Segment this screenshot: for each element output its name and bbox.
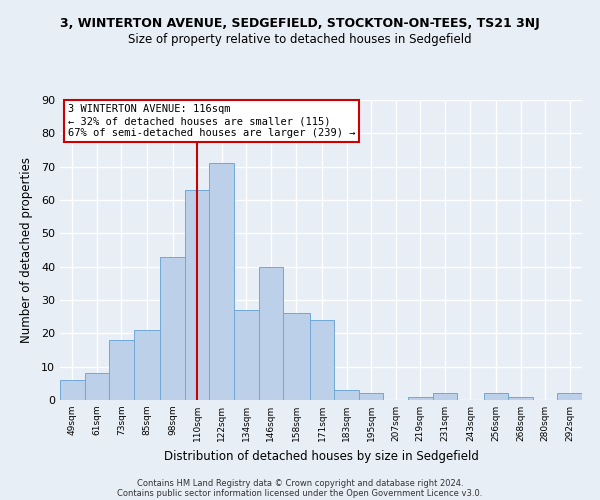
Bar xyxy=(484,394,508,400)
Bar xyxy=(334,390,359,400)
Bar xyxy=(408,396,433,400)
Bar xyxy=(433,394,457,400)
Text: 3 WINTERTON AVENUE: 116sqm
← 32% of detached houses are smaller (115)
67% of sem: 3 WINTERTON AVENUE: 116sqm ← 32% of deta… xyxy=(68,104,355,138)
Bar xyxy=(185,190,209,400)
Text: Size of property relative to detached houses in Sedgefield: Size of property relative to detached ho… xyxy=(128,32,472,46)
Bar xyxy=(60,380,85,400)
X-axis label: Distribution of detached houses by size in Sedgefield: Distribution of detached houses by size … xyxy=(164,450,478,462)
Y-axis label: Number of detached properties: Number of detached properties xyxy=(20,157,32,343)
Bar xyxy=(359,394,383,400)
Bar xyxy=(310,320,334,400)
Bar xyxy=(134,330,160,400)
Bar xyxy=(234,310,259,400)
Bar xyxy=(85,374,109,400)
Bar xyxy=(557,394,582,400)
Text: 3, WINTERTON AVENUE, SEDGEFIELD, STOCKTON-ON-TEES, TS21 3NJ: 3, WINTERTON AVENUE, SEDGEFIELD, STOCKTO… xyxy=(60,18,540,30)
Text: Contains public sector information licensed under the Open Government Licence v3: Contains public sector information licen… xyxy=(118,488,482,498)
Bar xyxy=(209,164,234,400)
Bar xyxy=(109,340,134,400)
Bar xyxy=(259,266,283,400)
Bar xyxy=(160,256,185,400)
Bar xyxy=(508,396,533,400)
Bar xyxy=(283,314,310,400)
Text: Contains HM Land Registry data © Crown copyright and database right 2024.: Contains HM Land Registry data © Crown c… xyxy=(137,478,463,488)
